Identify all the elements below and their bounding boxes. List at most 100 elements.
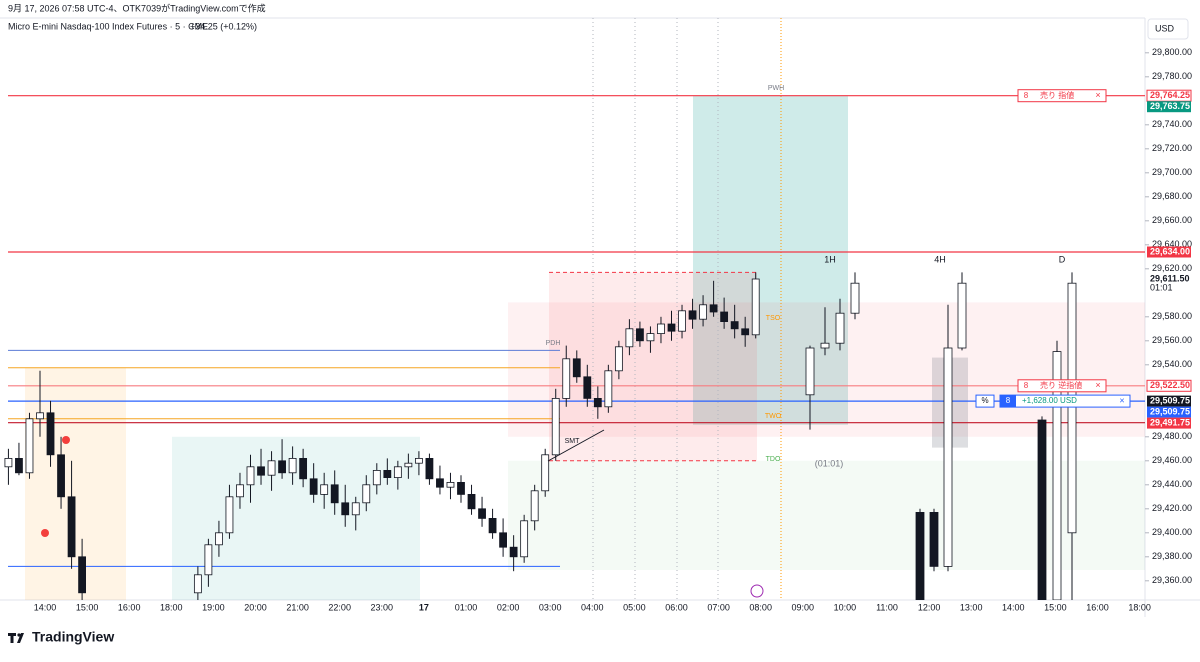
candle-body — [509, 546, 518, 558]
y-tick-label: 29,720.00 — [1152, 143, 1192, 153]
plot-layer — [4, 18, 1145, 600]
order-icon: % — [981, 396, 988, 405]
candle-body — [288, 457, 297, 474]
candle-body — [1052, 351, 1062, 600]
x-tick-label: 04:00 — [581, 602, 604, 612]
candle-body — [330, 484, 339, 504]
y-tick-label: 29,360.00 — [1152, 575, 1192, 585]
x-tick-label: 22:00 — [328, 602, 351, 612]
candle-body — [393, 466, 402, 478]
candle-body — [372, 469, 381, 486]
candle-body — [805, 347, 815, 396]
candle-body — [699, 304, 707, 320]
y-tick-label: 29,800.00 — [1152, 47, 1192, 57]
htf-label: D — [1059, 254, 1066, 264]
x-tick-label: 18:00 — [160, 602, 183, 612]
x-tick-label: 13:00 — [960, 602, 983, 612]
price-label-box — [1147, 273, 1191, 285]
logo: TradingView — [8, 629, 114, 645]
candle-body — [562, 358, 571, 399]
order-line[interactable]: 8 売り 指値 × — [1017, 89, 1107, 103]
price-label: 29,611.50 — [1150, 273, 1190, 283]
order-close[interactable]: × — [1095, 380, 1100, 390]
candle-body — [215, 532, 223, 546]
candle-body — [383, 469, 392, 478]
signal-dot — [62, 436, 70, 444]
candle-body — [467, 493, 476, 510]
candle-body — [246, 466, 255, 486]
candle-body — [404, 462, 413, 468]
currency[interactable]: USD — [1155, 23, 1175, 33]
order-line[interactable]: 8 売り 逆指値 × — [1017, 379, 1107, 393]
candle-body — [541, 454, 550, 492]
x-tick-label: 14:00 — [1002, 602, 1025, 612]
x-tick-label: 07:00 — [707, 602, 730, 612]
order-line[interactable]: % 8 +1,628.00 USD × — [975, 394, 1131, 408]
candle-body — [943, 347, 953, 567]
y-tick-label: 29,780.00 — [1152, 71, 1192, 81]
price-label: 29,509.75 — [1150, 406, 1190, 416]
x-tick-label: 17 — [419, 602, 429, 612]
candle-body — [709, 304, 718, 313]
price-label-box — [1147, 406, 1191, 418]
candle-body — [488, 518, 497, 534]
y-tick-label: 29,420.00 — [1152, 503, 1192, 513]
caption: 9月 17, 2026 07:58 UTC-4、OTK7039がTradingV… — [8, 2, 266, 13]
htf-label: 4H — [934, 254, 946, 264]
currency-box[interactable] — [1147, 18, 1189, 40]
x-tick-label: 18:00 — [1128, 602, 1151, 612]
candle-body — [850, 282, 860, 314]
x-tick-label: 09:00 — [792, 602, 815, 612]
zone — [549, 272, 757, 461]
candle-body — [257, 466, 265, 476]
candle-body — [351, 502, 360, 516]
htf-label: 1H — [824, 254, 836, 264]
candle-body — [46, 412, 55, 456]
x-tick-label: 10:00 — [834, 602, 857, 612]
candle-body — [36, 412, 44, 420]
order-qty: 8 — [1024, 91, 1029, 100]
candle-body — [499, 532, 508, 548]
candle-body — [820, 342, 830, 349]
zone — [25, 367, 126, 600]
x-tick-label: 16:00 — [1086, 602, 1109, 612]
candle-body — [267, 460, 276, 476]
price-label-box — [1147, 395, 1191, 407]
y-tick-label: 29,740.00 — [1152, 119, 1192, 129]
candle-body — [236, 484, 244, 498]
order-box — [1017, 89, 1107, 103]
y-tick-label: 29,660.00 — [1152, 215, 1192, 225]
x-tick-label: 05:00 — [623, 602, 646, 612]
x-tick-label: 15:00 — [1044, 602, 1067, 612]
candle-body — [1037, 419, 1047, 600]
y-tick-label: 29,480.00 — [1152, 431, 1192, 441]
order-close[interactable]: × — [1119, 395, 1124, 405]
candle-body — [741, 328, 750, 336]
annotation: TSO — [766, 315, 781, 322]
order-close[interactable]: × — [1095, 90, 1100, 100]
candle-body — [425, 457, 434, 480]
candle-body — [929, 512, 939, 567]
candle-body — [520, 520, 529, 558]
candle-body — [4, 457, 13, 468]
price-label: 29,491.75 — [1150, 417, 1190, 427]
x-tick-label: 03:00 — [539, 602, 562, 612]
y-tick-label: 29,640.00 — [1152, 239, 1192, 249]
event-icon[interactable] — [750, 584, 764, 598]
candle-body — [204, 544, 213, 576]
y-tick-label: 29,560.00 — [1152, 335, 1192, 345]
annotation: SMT — [565, 438, 581, 445]
candle-body — [593, 397, 602, 408]
x-tick-label: 19:00 — [202, 602, 225, 612]
x-tick-label: 21:00 — [286, 602, 309, 612]
candle-body — [341, 502, 350, 516]
candle-body — [636, 328, 644, 342]
zone — [508, 460, 1145, 570]
x-tick-label: 23:00 — [371, 602, 394, 612]
countdown: 01:01 — [1150, 282, 1173, 292]
candle-body — [457, 481, 465, 495]
order-qty: 8 — [1024, 381, 1029, 390]
candle-body — [604, 370, 613, 408]
y-tick-label: 29,440.00 — [1152, 479, 1192, 489]
